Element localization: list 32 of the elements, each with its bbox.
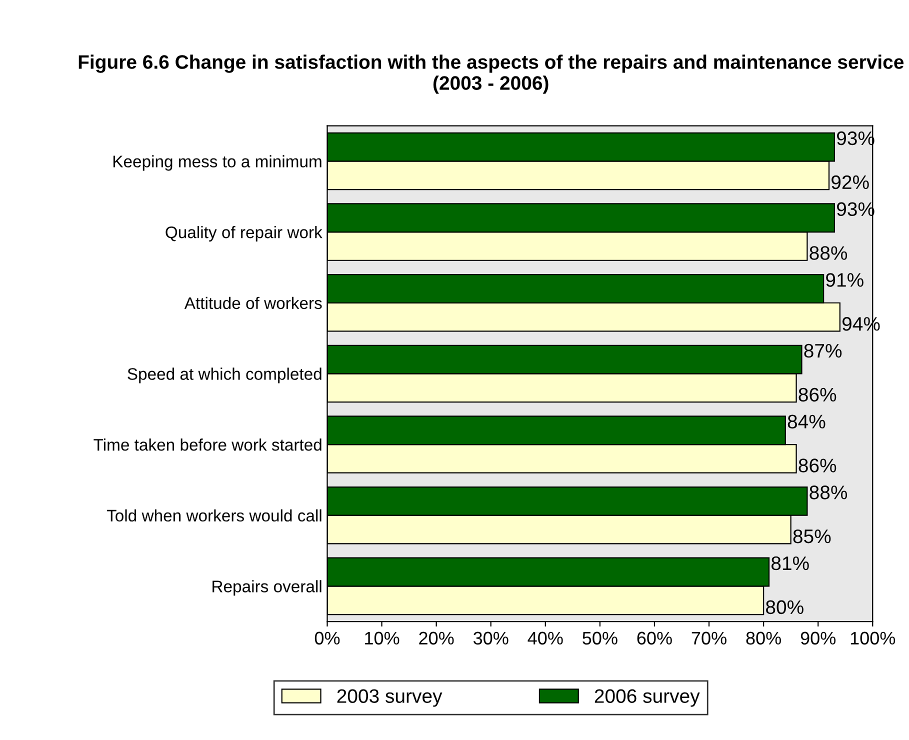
data-label: 81% bbox=[771, 556, 809, 570]
y-tick-label: Repairs overall bbox=[212, 580, 322, 596]
data-label: 91% bbox=[826, 273, 864, 287]
legend-label: 2006 survey bbox=[594, 689, 700, 707]
x-tick-label: 30% bbox=[473, 632, 508, 645]
x-tick-label: 50% bbox=[582, 632, 618, 645]
x-tick-label: 40% bbox=[528, 632, 563, 645]
x-tick-label: 0% bbox=[314, 632, 340, 645]
data-label: 86% bbox=[798, 388, 836, 402]
data-label: 92% bbox=[832, 175, 869, 190]
chart-title: Figure 6.6 Change in satisfaction with the aspects of the repairs and maintenance service (2003 - 2006) bbox=[78, 54, 904, 94]
legend-label: 2003 survey bbox=[337, 689, 442, 707]
x-tick-label: 80% bbox=[746, 632, 781, 645]
x-tick-label: 100% bbox=[850, 632, 896, 645]
data-label: 87% bbox=[804, 344, 842, 358]
data-label: 88% bbox=[810, 486, 848, 500]
data-label: 88% bbox=[810, 246, 848, 260]
y-tick-label: Told when workers would call bbox=[106, 509, 322, 522]
y-tick-label: Attitude of workers bbox=[184, 296, 322, 310]
x-tick-label: 20% bbox=[419, 632, 454, 645]
y-tick-label: Speed at which completed bbox=[128, 368, 322, 384]
x-tick-label: 70% bbox=[692, 632, 726, 645]
data-label: 84% bbox=[788, 414, 826, 428]
data-label: 80% bbox=[766, 600, 804, 614]
y-tick-label: Keeping mess to a minimum bbox=[113, 155, 322, 171]
x-tick-label: 60% bbox=[637, 632, 672, 645]
y-tick-label: Quality of repair work bbox=[166, 226, 322, 242]
data-label: 85% bbox=[793, 529, 831, 544]
data-label: 86% bbox=[798, 458, 836, 472]
x-tick-label: 10% bbox=[365, 632, 400, 645]
x-tick-label: 90% bbox=[800, 632, 836, 645]
y-tick-label: Time taken before work started bbox=[94, 438, 322, 451]
